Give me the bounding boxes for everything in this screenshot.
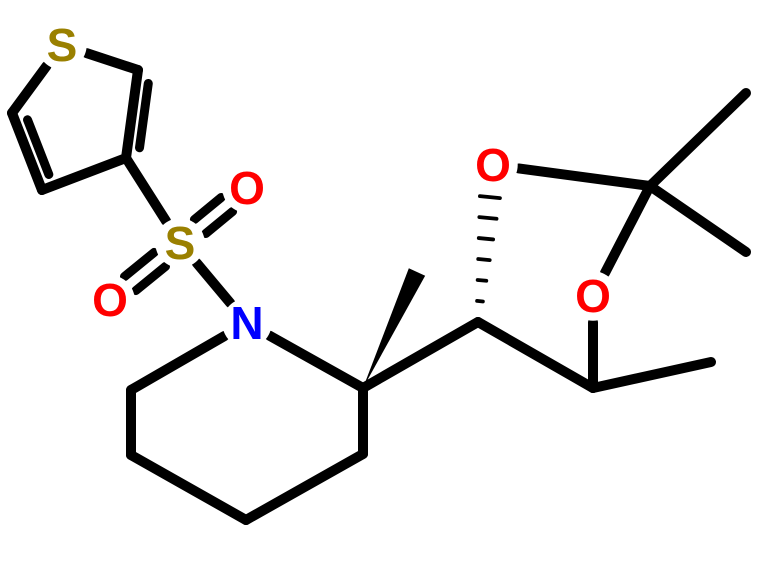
atom-label-s: S <box>165 217 196 269</box>
atom-label-o: O <box>229 162 265 214</box>
atom-label-o: O <box>475 139 511 191</box>
atom-label-o: O <box>575 270 611 322</box>
atom-label-s: S <box>47 19 78 71</box>
atom-label-n: N <box>230 297 263 349</box>
chemical-structure: NSOOSOO <box>0 0 777 565</box>
atom-label-o: O <box>92 274 128 326</box>
